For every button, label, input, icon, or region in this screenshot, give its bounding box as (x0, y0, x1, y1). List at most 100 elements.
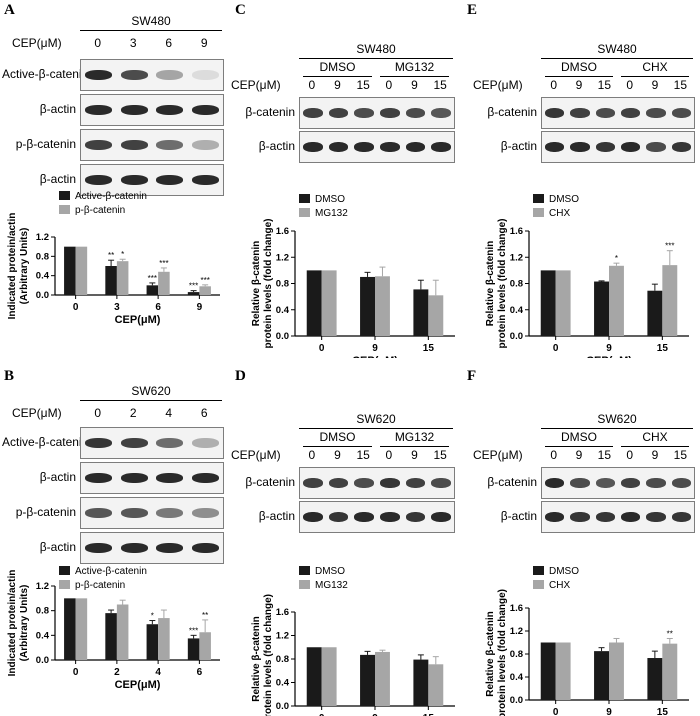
bar (116, 261, 129, 295)
group-label-dmso: DMSO (319, 430, 356, 444)
blot-row-label: β-actin (500, 509, 537, 523)
dose-label: 15 (433, 448, 447, 462)
dose-label: 15 (597, 78, 611, 92)
blot-row-label: β-catenin (487, 105, 537, 119)
legend-swatch (533, 566, 544, 575)
x-tick-label: 0 (73, 302, 79, 313)
bar (609, 642, 624, 700)
blot-band (405, 478, 426, 488)
blot-row-label: β-actin (39, 102, 76, 116)
blot-row-label: β-catenin (487, 475, 537, 489)
dose-label: 0 (94, 406, 102, 420)
x-tick-label: 2 (114, 667, 120, 678)
group-label-dmso: DMSO (561, 60, 597, 74)
blot-strip (80, 497, 224, 529)
dose-label: 0 (385, 78, 393, 92)
cep-label: CEP(μM) (12, 406, 62, 420)
x-tick-label: 9 (606, 707, 612, 716)
x-tick-label: 15 (657, 707, 669, 716)
cell-line-rule (80, 400, 222, 401)
bar (199, 286, 211, 295)
dose-label: 0 (626, 448, 633, 462)
y-tick-label: 1.6 (510, 603, 523, 614)
group-rule (380, 76, 449, 77)
bar (306, 647, 322, 706)
cep-label: CEP(μM) (12, 36, 62, 50)
blot-band (328, 142, 349, 152)
blot-band (85, 175, 113, 185)
bar (428, 295, 444, 336)
x-tick-label: 0 (73, 667, 79, 678)
legend-swatch (533, 194, 544, 203)
blot-strip (80, 532, 224, 564)
blot-band (671, 108, 691, 118)
dose-label: 0 (550, 448, 557, 462)
y-axis-label: protein levels (fold change) (263, 594, 274, 716)
bar (428, 664, 444, 706)
group-label-chx: CHX (642, 60, 668, 74)
dose-label: 0 (385, 448, 393, 462)
y-axis-label: protein levels (fold change) (263, 218, 274, 348)
group-label-chx: CHX (642, 430, 668, 444)
y-tick-label: 0.8 (276, 279, 289, 290)
blot-band (354, 512, 374, 522)
blot-band (354, 108, 374, 118)
cep-label: CEP(μM) (473, 78, 523, 92)
blot-band (595, 478, 615, 488)
bar-chart-f: DMSO CHX 0.0 0.4 0.8 1.2 1.6 Relative β-catenin… (485, 566, 689, 716)
y-tick-label: 0.8 (276, 654, 289, 665)
blot-band (156, 438, 184, 448)
blot-band (85, 473, 113, 483)
y-axis-label: protein levels (fold change) (497, 589, 508, 716)
blot-band (570, 478, 590, 488)
bar (540, 270, 556, 336)
blot-strip (541, 131, 695, 163)
bar (647, 658, 663, 700)
blot-band (646, 512, 666, 522)
blot-row-label: β-actin (39, 470, 76, 484)
western-blot-e: SW480 CEP(μM) DMSO CHX 0 9 15 0 9 15 β-catenin β-ac… (467, 0, 700, 190)
cep-label: CEP(μM) (231, 448, 281, 462)
bar (662, 643, 678, 700)
cell-line-rule (80, 30, 222, 31)
legend-label: Active-β-catenin (75, 191, 147, 202)
blot-band (595, 142, 615, 152)
bar (116, 604, 129, 660)
y-tick-label: 0.8 (510, 279, 523, 290)
bar-chart-d: DMSO MG132 0.0 0.4 0.8 1.2 1.6 Relative β-caten… (251, 566, 455, 716)
x-tick-label: 3 (114, 302, 120, 313)
blot-row-label: Active-β-catenin (2, 67, 89, 81)
x-tick-label: 0 (319, 343, 325, 354)
dose-label: 0 (94, 36, 102, 50)
western-blot-b: SW620 CEP(μM) 0 2 4 6 Active-β-catenin β-actin p… (0, 370, 230, 564)
cell-line-rule (541, 428, 693, 429)
y-tick-label: 1.2 (510, 252, 523, 263)
bar (413, 289, 429, 336)
significance-mark: *** (159, 259, 168, 268)
bar (662, 265, 678, 336)
group-label-mg132: MG132 (394, 430, 435, 444)
blot-strip (80, 427, 224, 459)
blot-strip (80, 59, 224, 91)
y-tick-label: 0.0 (510, 331, 523, 342)
cep-label: CEP(μM) (473, 448, 523, 462)
cell-line-label: SW620 (597, 412, 637, 426)
y-tick-label: 0.4 (36, 271, 50, 282)
bar (413, 659, 429, 706)
significance-mark: *** (200, 276, 209, 285)
bar-chart-c: DMSO MG132 0.0 0.4 0.8 1.2 1.6 Relative β-caten… (251, 194, 455, 358)
x-tick-label: 0 (553, 707, 559, 716)
western-blot-f: SW620 CEP(μM) DMSO CHX 0 9 15 0 9 15 β-catenin β-ac… (467, 370, 700, 560)
bar-chart-a: Active-β-catenin p-β-catenin 0.0 0.4 0.8 1.2 I… (7, 191, 220, 326)
dose-label: 4 (165, 406, 173, 420)
blot-row-label: p-β-catenin (15, 505, 76, 519)
legend-label: MG132 (315, 580, 348, 591)
legend-label: DMSO (549, 194, 579, 205)
significance-mark: *** (189, 626, 198, 635)
blot-band (85, 543, 113, 553)
blot-strip (80, 462, 224, 494)
legend-swatch (59, 191, 70, 200)
dose-label: 6 (165, 36, 173, 50)
western-blot-d: SW620 CEP(μM) DMSO MG132 0 9 15 0 9 15 β-catenin β-… (231, 370, 465, 560)
blot-band (405, 108, 426, 118)
